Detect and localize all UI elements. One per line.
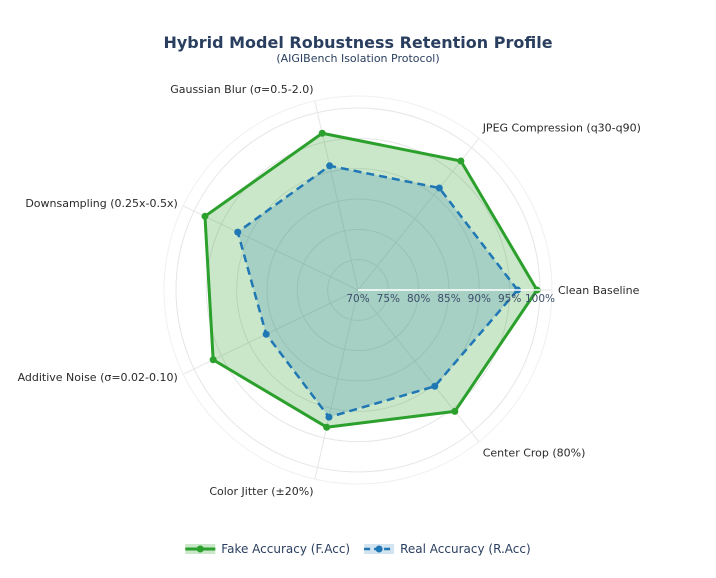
grid-spoke xyxy=(314,289,359,480)
chart-subtitle: (AIGIBench Isolation Protocol) xyxy=(276,52,439,65)
radar-series xyxy=(201,129,541,431)
series-area[interactable] xyxy=(236,164,519,419)
series-point[interactable] xyxy=(234,228,242,236)
radial-tick-label: 70% xyxy=(346,293,369,305)
series-point[interactable] xyxy=(325,413,333,421)
series-point[interactable] xyxy=(209,356,217,364)
legend-label: Fake Accuracy (F.Acc) xyxy=(221,542,350,556)
legend-item[interactable]: Real Accuracy (R.Acc) xyxy=(364,542,531,556)
grid-spoke xyxy=(357,289,480,442)
radial-tick-label: 95% xyxy=(498,293,521,305)
series-point[interactable] xyxy=(201,212,209,220)
category-label: Clean Baseline xyxy=(558,284,640,297)
radial-tick-label: 85% xyxy=(437,293,460,305)
series-point[interactable] xyxy=(318,129,326,137)
series-point[interactable] xyxy=(457,157,465,165)
category-label: Color Jitter (±20%) xyxy=(209,485,313,498)
series-point[interactable] xyxy=(435,184,443,192)
radial-tick-label: 100% xyxy=(525,293,555,305)
legend[interactable]: Fake Accuracy (F.Acc) Real Accuracy (R.Ac… xyxy=(185,542,531,556)
radial-tick-label: 90% xyxy=(468,293,491,305)
category-label: JPEG Compression (q30-q90) xyxy=(482,122,641,135)
chart-title: Hybrid Model Robustness Retention Profil… xyxy=(163,33,552,52)
radial-tick-label: 75% xyxy=(377,293,400,305)
category-label: Downsampling (0.25x-0.5x) xyxy=(25,197,177,210)
legend-item[interactable]: Fake Accuracy (F.Acc) xyxy=(185,542,350,556)
legend-swatch-marker xyxy=(375,545,383,553)
radial-ticks: 70% 75% 80% 85% 90% 95% 100% xyxy=(346,289,555,305)
legend-swatch-marker xyxy=(196,545,204,553)
category-label: Center Crop (80%) xyxy=(483,446,586,459)
category-label: Additive Noise (σ=0.02-0.10) xyxy=(18,371,178,384)
series-point[interactable] xyxy=(323,423,331,431)
grid-spoke xyxy=(182,205,359,291)
series-real-accuracy xyxy=(234,162,522,421)
category-label: Gaussian Blur (σ=0.5-2.0) xyxy=(170,83,313,96)
radial-tick-label: 80% xyxy=(407,293,430,305)
series-point[interactable] xyxy=(451,407,459,415)
series-point[interactable] xyxy=(431,382,439,390)
series-point[interactable] xyxy=(262,330,270,338)
category-labels: Clean Baseline JPEG Compression (q30-q90)… xyxy=(18,83,641,498)
legend-label: Real Accuracy (R.Acc) xyxy=(400,542,531,556)
series-point[interactable] xyxy=(326,162,334,170)
